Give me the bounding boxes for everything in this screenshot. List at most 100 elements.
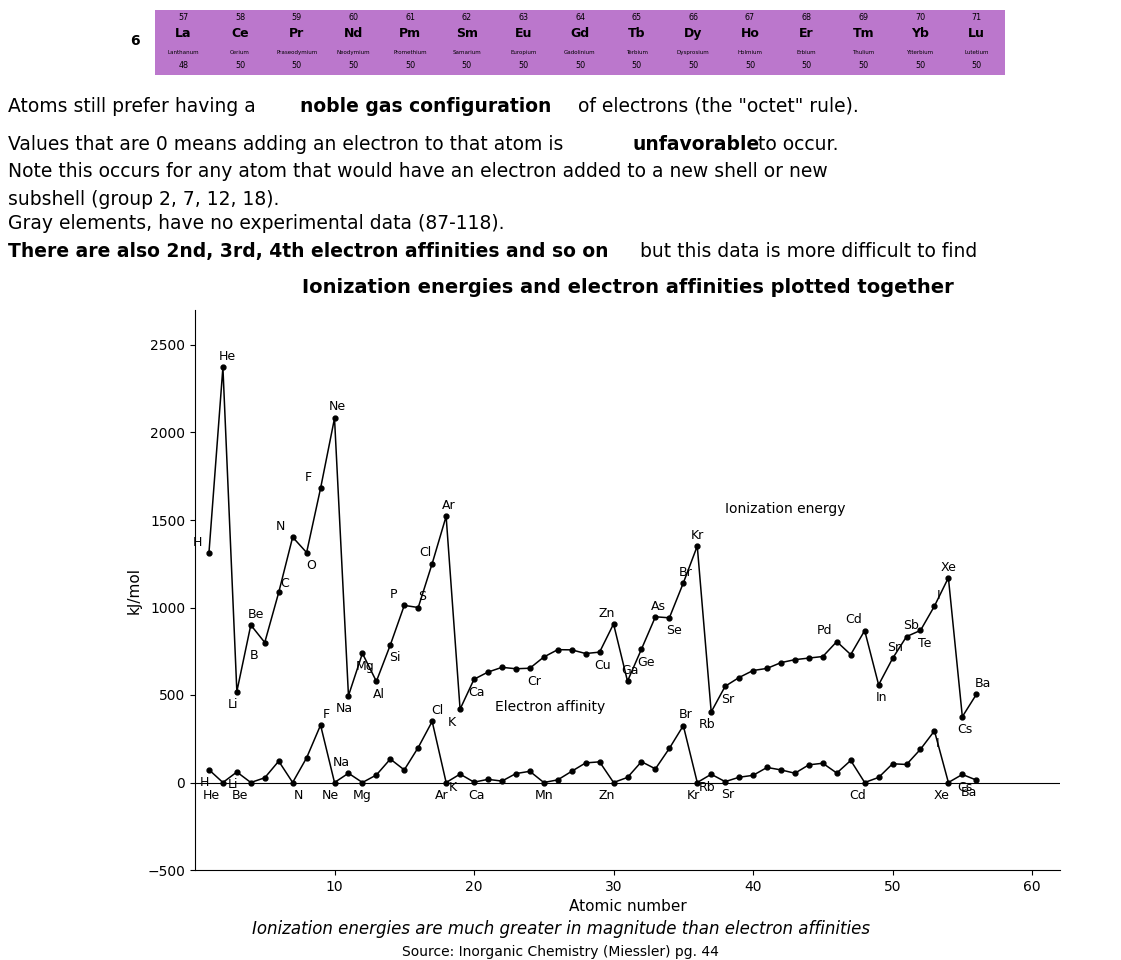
Text: 57: 57 [178, 12, 188, 22]
Text: H: H [200, 777, 210, 789]
Text: 70: 70 [915, 12, 925, 22]
Text: Cu: Cu [594, 659, 611, 672]
Text: Zn: Zn [599, 789, 614, 802]
Text: 71: 71 [972, 12, 982, 22]
Text: of electrons (the "octet" rule).: of electrons (the "octet" rule). [572, 97, 859, 116]
Y-axis label: kJ/mol: kJ/mol [127, 566, 142, 613]
X-axis label: Atomic number: Atomic number [568, 900, 686, 914]
Text: Praseodymium: Praseodymium [276, 50, 317, 56]
Text: N: N [276, 520, 285, 533]
Text: I: I [937, 588, 941, 602]
Text: Ionization energies are much greater in magnitude than electron affinities: Ionization energies are much greater in … [251, 920, 870, 938]
Text: Source: Inorganic Chemistry (Miessler) pg. 44: Source: Inorganic Chemistry (Miessler) p… [402, 945, 719, 959]
Text: Ga: Ga [621, 664, 639, 677]
Text: Ne: Ne [328, 399, 346, 413]
Text: 50: 50 [915, 60, 925, 70]
Text: B: B [249, 649, 258, 662]
Text: Electron affinity: Electron affinity [495, 700, 605, 714]
Text: Pd: Pd [816, 624, 832, 637]
Text: 50: 50 [235, 60, 245, 70]
Text: There are also 2nd, 3rd, 4th electron affinities and so on: There are also 2nd, 3rd, 4th electron af… [8, 242, 609, 261]
Text: 67: 67 [745, 12, 756, 22]
Text: Te: Te [918, 636, 932, 650]
Text: He: He [203, 789, 221, 802]
Text: Kr: Kr [691, 529, 704, 541]
Text: Cs: Cs [957, 780, 973, 794]
Text: Ne: Ne [322, 789, 339, 802]
Text: Dysprosium: Dysprosium [677, 50, 710, 56]
Text: Br: Br [679, 708, 693, 722]
Text: 50: 50 [802, 60, 812, 70]
Text: Na: Na [333, 756, 350, 769]
Text: 61: 61 [405, 12, 415, 22]
Text: Be: Be [248, 608, 265, 621]
Text: S: S [418, 590, 426, 603]
Text: Atoms still prefer having a: Atoms still prefer having a [8, 97, 261, 116]
Text: Rb: Rb [698, 780, 715, 794]
Text: K: K [450, 780, 457, 794]
Text: 58: 58 [235, 12, 245, 22]
Text: Gadolinium: Gadolinium [564, 50, 596, 56]
Text: Cr: Cr [527, 675, 541, 687]
Text: P: P [389, 588, 397, 601]
Text: but this data is more difficult to find: but this data is more difficult to find [634, 242, 978, 261]
Text: As: As [650, 600, 666, 612]
Text: Sr: Sr [722, 788, 734, 801]
Text: Er: Er [799, 27, 814, 40]
Text: Ba: Ba [961, 786, 978, 800]
Text: 50: 50 [745, 60, 756, 70]
Text: F: F [305, 471, 312, 484]
Text: Lu: Lu [969, 27, 985, 40]
Text: 50: 50 [518, 60, 528, 70]
Text: Thulium: Thulium [852, 50, 874, 56]
Text: 69: 69 [859, 12, 869, 22]
Text: Mn: Mn [535, 789, 553, 802]
Text: C: C [280, 577, 288, 589]
Text: Li: Li [228, 779, 238, 791]
Text: Eu: Eu [515, 27, 532, 40]
Text: 60: 60 [349, 12, 359, 22]
Text: subshell (group 2, 7, 12, 18).: subshell (group 2, 7, 12, 18). [8, 190, 279, 209]
Text: I: I [935, 737, 939, 751]
Text: Sr: Sr [722, 693, 734, 706]
Text: Xe: Xe [941, 561, 956, 573]
Text: Li: Li [228, 698, 238, 711]
Text: 59: 59 [291, 12, 302, 22]
Title: Ionization energies and electron affinities plotted together: Ionization energies and electron affinit… [302, 278, 953, 298]
Text: Ca: Ca [469, 685, 485, 699]
Text: Neodymium: Neodymium [336, 50, 370, 56]
Text: noble gas configuration: noble gas configuration [300, 97, 552, 116]
Text: Cd: Cd [845, 613, 862, 627]
Text: Cd: Cd [850, 789, 867, 802]
Text: He: He [219, 350, 235, 363]
Text: 50: 50 [575, 60, 585, 70]
Text: Dy: Dy [684, 27, 703, 40]
Text: 50: 50 [688, 60, 698, 70]
Text: 50: 50 [291, 60, 302, 70]
Text: 50: 50 [349, 60, 359, 70]
Text: 64: 64 [575, 12, 585, 22]
Text: Pm: Pm [399, 27, 421, 40]
Text: 50: 50 [631, 60, 641, 70]
Text: to occur.: to occur. [752, 135, 839, 154]
Text: Samarium: Samarium [452, 50, 481, 56]
Text: In: In [876, 691, 887, 705]
Text: 6: 6 [130, 35, 140, 48]
Text: Ce: Ce [231, 27, 249, 40]
Text: Promethium: Promethium [393, 50, 427, 56]
Text: 66: 66 [688, 12, 698, 22]
Text: Be: Be [232, 789, 248, 802]
Text: Cerium: Cerium [230, 50, 250, 56]
Text: Mg: Mg [355, 660, 374, 673]
Text: 50: 50 [462, 60, 472, 70]
Text: Terbium: Terbium [626, 50, 648, 56]
Text: 62: 62 [462, 12, 472, 22]
Text: Ytterbium: Ytterbium [907, 50, 934, 56]
Text: Ca: Ca [469, 788, 485, 802]
Text: Xe: Xe [934, 789, 949, 802]
Text: O: O [306, 559, 316, 572]
Text: unfavorable: unfavorable [633, 135, 760, 154]
Text: Cl: Cl [432, 705, 444, 717]
Text: Europium: Europium [510, 50, 537, 56]
Text: Na: Na [335, 702, 353, 715]
